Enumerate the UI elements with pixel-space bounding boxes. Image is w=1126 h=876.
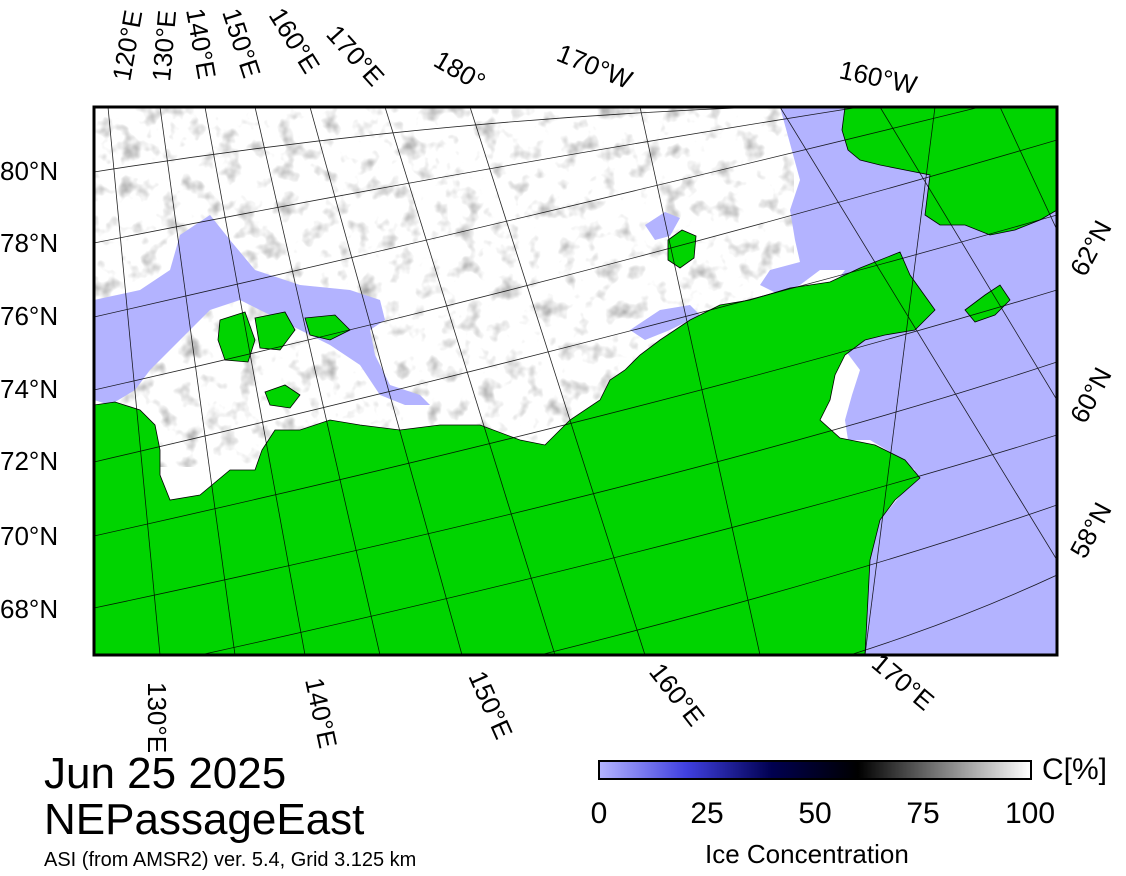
label-lon-bottom-140e: 140°E <box>299 675 343 751</box>
land-siberia <box>94 251 936 655</box>
label-lon-bottom-150e: 150°E <box>463 666 519 743</box>
source-label: ASI (from AMSR2) ver. 5.4, Grid 3.125 km <box>44 849 417 871</box>
colorbar-title: Ice Concentration <box>705 839 909 869</box>
open-water-laptev <box>94 215 430 405</box>
land-new-siberian-island-2 <box>254 311 296 351</box>
colorbar-tick-25: 25 <box>690 797 724 830</box>
label-lon-bottom-130e: 130°E <box>142 682 172 753</box>
land-new-siberian-island-3 <box>304 314 351 341</box>
graticule <box>94 107 1057 655</box>
label-lat-68n: 68°N <box>0 594 58 624</box>
date-label: Jun 25 2025 <box>44 749 287 798</box>
label-lon-bottom-160e: 160°E <box>643 657 710 732</box>
colorbar-unit: C[%] <box>1042 753 1108 786</box>
land-wrangel-island <box>667 229 697 269</box>
label-lat-72n: 72°N <box>0 446 58 476</box>
label-lat-58n: 58°N <box>1064 497 1118 562</box>
label-lon-bottom-170e: 170°E <box>866 648 940 717</box>
label-lon-top-160e: 160°E <box>263 2 326 78</box>
colorbar-tick-0: 0 <box>590 797 608 830</box>
label-lon-top-180: 180° <box>429 44 491 97</box>
open-water-small-bay <box>645 212 680 240</box>
colorbar-gradient <box>598 760 1032 780</box>
label-lon-top-160w: 160°W <box>837 55 920 101</box>
label-lat-76n: 76°N <box>0 301 58 331</box>
label-lat-62n: 62°N <box>1064 215 1118 280</box>
label-lon-top-120e: 120°E <box>106 8 148 83</box>
label-lat-60n: 60°N <box>1064 362 1118 427</box>
region-label: NEPassageEast <box>44 795 365 844</box>
colorbar-tick-50: 50 <box>798 797 832 830</box>
label-lat-80n: 80°N <box>0 156 58 186</box>
label-lon-top-170e: 170°E <box>321 19 391 92</box>
label-lat-70n: 70°N <box>0 521 58 551</box>
label-lat-78n: 78°N <box>0 228 58 258</box>
label-lon-top-150e: 150°E <box>216 5 267 82</box>
open-water-bering <box>760 107 1057 655</box>
land-new-siberian-island-1 <box>217 311 256 363</box>
colorbar-tick-75: 75 <box>906 797 940 830</box>
colorbar-tick-100: 100 <box>1004 797 1056 830</box>
land-lyakhovsky-island <box>264 384 301 409</box>
land-st-lawrence-island <box>964 284 1011 323</box>
label-lon-top-130e: 130°E <box>146 9 182 82</box>
label-lon-top-140e: 140°E <box>180 6 222 81</box>
label-lat-74n: 74°N <box>0 374 58 404</box>
open-water-chukchi-coast <box>630 305 700 340</box>
label-lon-top-170w: 170°W <box>553 38 637 95</box>
map-frame <box>92 105 1059 657</box>
